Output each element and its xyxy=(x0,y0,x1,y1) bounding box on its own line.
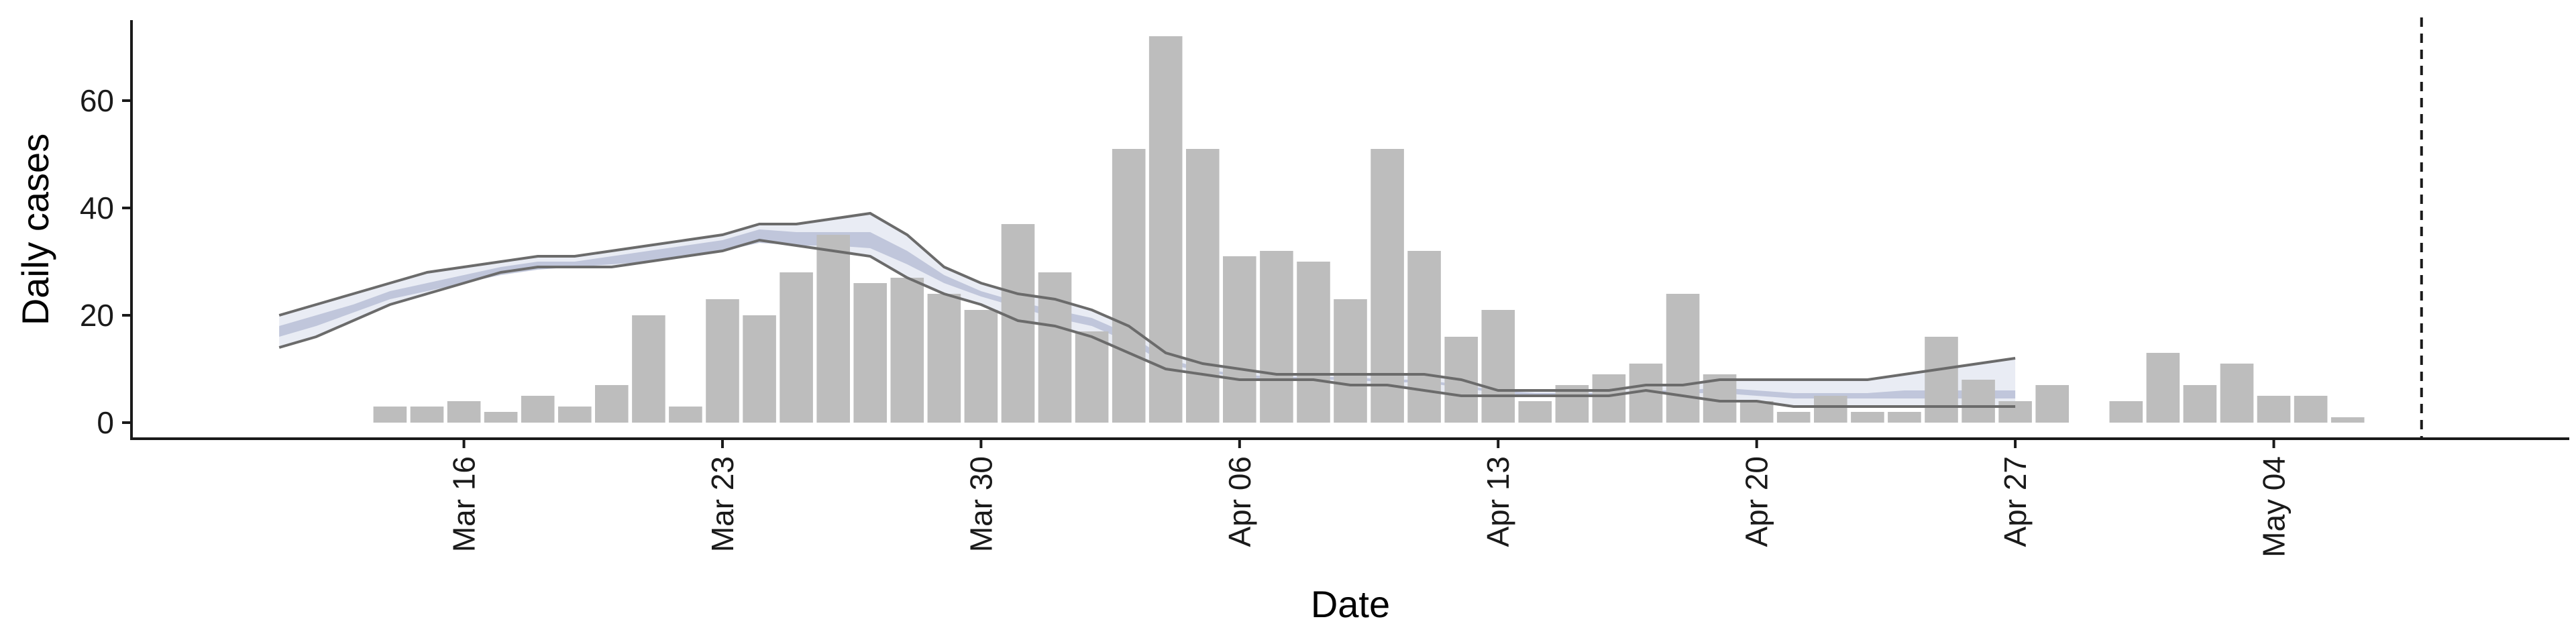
x-tick-label: Apr 27 xyxy=(1998,456,2033,547)
bar xyxy=(1334,299,1367,423)
bar-series xyxy=(373,36,2365,423)
bar xyxy=(1481,310,1515,423)
bar xyxy=(2035,385,2069,423)
x-tick-label: Apr 06 xyxy=(1222,456,1257,547)
band-bounds xyxy=(278,211,2016,408)
x-tick-label: Apr 20 xyxy=(1739,456,1774,547)
bar xyxy=(780,272,813,423)
bar xyxy=(1592,374,1626,423)
band-upper-line xyxy=(278,211,2016,392)
y-tick-label: 0 xyxy=(97,405,114,440)
bar xyxy=(1666,294,1700,423)
x-tick-label: Mar 16 xyxy=(447,456,482,552)
y-tick-label: 20 xyxy=(80,298,114,333)
bar xyxy=(1075,331,1109,423)
y-axis-title: Daily cases xyxy=(14,133,56,325)
bar xyxy=(1518,401,1552,423)
bar xyxy=(927,294,961,423)
bar xyxy=(2183,385,2217,423)
y-axis-ticks: 0 20 40 60 xyxy=(80,83,131,440)
bar xyxy=(373,407,407,423)
x-tick-label: Mar 30 xyxy=(963,456,998,552)
bar xyxy=(484,412,518,423)
band-outer xyxy=(279,213,2016,407)
bar xyxy=(964,310,998,423)
bar xyxy=(2294,396,2328,423)
x-tick-label: Apr 13 xyxy=(1481,456,1515,547)
bar xyxy=(1038,272,1072,423)
bar xyxy=(447,401,481,423)
band-lower-line xyxy=(278,238,2016,408)
bar xyxy=(1297,262,1330,423)
bar xyxy=(1223,256,1256,423)
bar xyxy=(669,407,702,423)
bar xyxy=(632,315,665,423)
x-tick-label: May 04 xyxy=(2257,456,2292,557)
bar xyxy=(410,407,444,423)
bar xyxy=(1739,401,1774,423)
bar xyxy=(2220,364,2254,423)
bar xyxy=(1962,380,1995,423)
bar xyxy=(1407,251,1441,423)
bar xyxy=(1776,412,1811,423)
bar xyxy=(1925,337,1958,423)
x-axis-ticks: Mar 16 Mar 23 Mar 30 Apr 06 Apr 13 Apr 20 Apr … xyxy=(447,439,2292,557)
bar xyxy=(1112,149,1146,423)
bar xyxy=(1998,401,2032,423)
y-tick-label: 60 xyxy=(80,83,114,118)
band-inner xyxy=(279,229,2016,398)
bar xyxy=(521,396,555,423)
bar xyxy=(1260,251,1293,423)
bar xyxy=(2257,396,2291,423)
bar xyxy=(816,235,850,423)
axes: 0 20 40 60 Mar 16 Mar 23 Mar 30 Apr 06 Apr 13 Ap… xyxy=(80,20,2569,557)
bar xyxy=(1371,149,1404,423)
bar xyxy=(2330,417,2365,423)
bar xyxy=(706,299,739,423)
uncertainty-band xyxy=(279,213,2016,407)
x-axis-title: Date xyxy=(1311,583,1390,625)
x-tick-label: Mar 23 xyxy=(705,456,740,552)
bar xyxy=(2146,353,2180,423)
bar xyxy=(1148,36,1183,423)
bar xyxy=(595,385,629,423)
bar xyxy=(558,407,592,423)
bar xyxy=(1888,412,1921,423)
bar xyxy=(1814,396,1847,423)
bar xyxy=(1851,412,1884,423)
bar xyxy=(2109,401,2143,423)
bar xyxy=(890,278,924,423)
bar xyxy=(1186,149,1220,423)
bar xyxy=(853,283,887,423)
y-tick-label: 40 xyxy=(80,191,114,225)
bar xyxy=(743,315,776,423)
